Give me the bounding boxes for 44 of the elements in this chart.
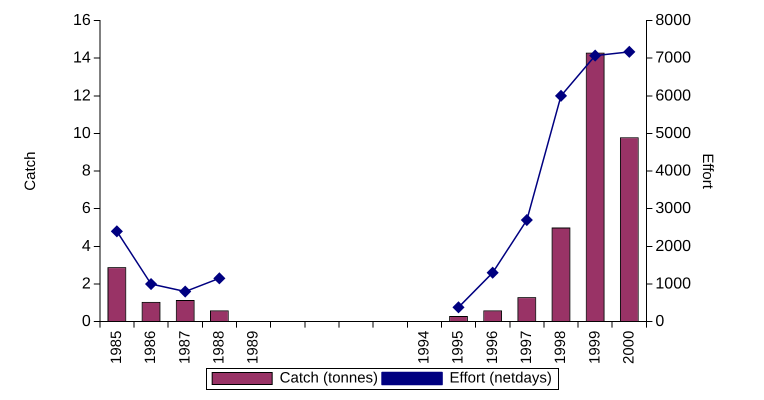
y-tick-label: 10 [73, 124, 91, 142]
y2-tick-label: 7000 [655, 50, 692, 67]
point [589, 50, 601, 62]
x-tick-label: 1985 [108, 330, 126, 364]
y2-tick-label: 0 [655, 313, 664, 330]
point [521, 214, 533, 226]
point [145, 278, 157, 290]
x-tick-label: 1996 [484, 330, 501, 364]
legend-label: Effort (netdays) [450, 370, 552, 387]
y2-tick-label: 8000 [655, 12, 692, 30]
x-tick-label: 1998 [552, 330, 570, 364]
x-tick-label: 1995 [450, 330, 467, 364]
x-tick-label: 1987 [176, 330, 194, 364]
x-tick-label: 1989 [244, 330, 262, 364]
y2-tick-label: 4000 [655, 162, 692, 180]
y-tick-label: 4 [82, 238, 91, 255]
point [624, 46, 636, 58]
point [452, 302, 464, 314]
point [555, 90, 567, 102]
point [111, 226, 123, 238]
point [179, 286, 191, 298]
x-tick-label: 1994 [415, 330, 432, 364]
y2-axis-title: Effort [698, 153, 716, 190]
point [214, 272, 226, 284]
y-tick-label: 6 [82, 200, 91, 218]
y-tick-label: 14 [73, 50, 91, 67]
y-tick-label: 8 [82, 162, 91, 180]
x-tick-label: 1999 [586, 330, 604, 364]
y-tick-label: 12 [73, 87, 91, 104]
y2-tick-label: 1000 [655, 275, 692, 292]
y2-tick-label: 3000 [655, 200, 692, 218]
x-tick-label: 1997 [518, 330, 535, 364]
y2-tick-label: 5000 [655, 124, 692, 142]
legend-label: Catch (tonnes) [280, 370, 378, 387]
y-axis-title: Catch [22, 152, 40, 191]
y2-tick-label: 2000 [655, 238, 692, 255]
y2-tick-label: 6000 [655, 87, 692, 104]
x-tick-label: 2000 [620, 330, 638, 364]
x-tick-label: 1988 [210, 330, 228, 364]
y-tick-label: 16 [73, 12, 91, 30]
point [486, 266, 498, 278]
y-tick-label: 2 [82, 275, 91, 292]
x-tick-label: 1986 [142, 330, 160, 364]
y-tick-label: 0 [82, 313, 91, 330]
